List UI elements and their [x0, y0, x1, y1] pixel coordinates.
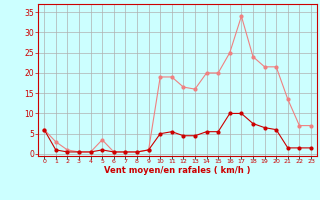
X-axis label: Vent moyen/en rafales ( km/h ): Vent moyen/en rafales ( km/h ): [104, 166, 251, 175]
